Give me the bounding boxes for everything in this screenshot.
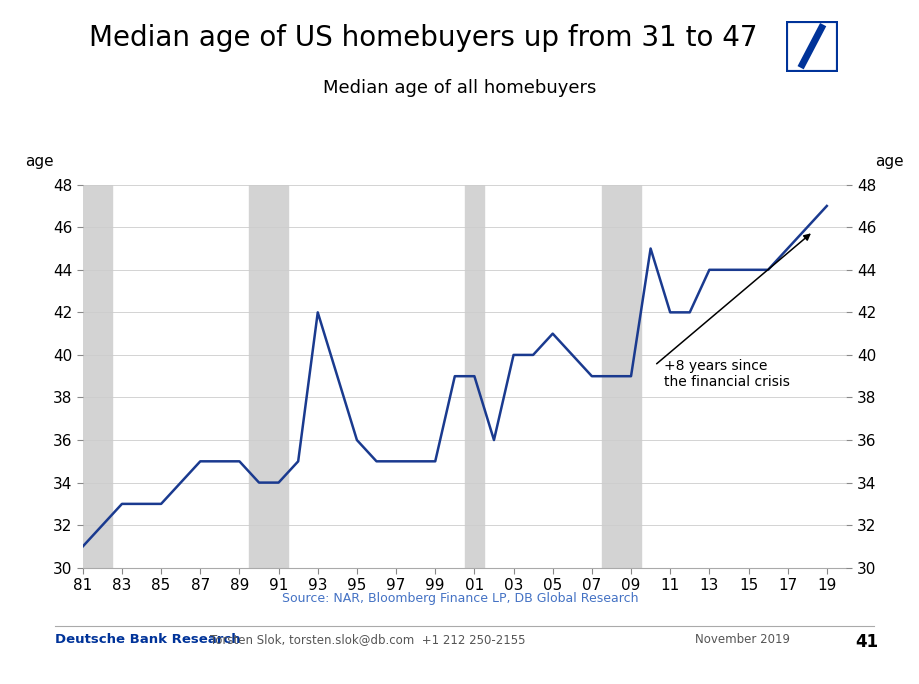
Text: age: age (874, 155, 902, 170)
Text: age: age (26, 155, 54, 170)
Text: Source: NAR, Bloomberg Finance LP, DB Global Research: Source: NAR, Bloomberg Finance LP, DB Gl… (281, 592, 638, 605)
Bar (464, 185, 483, 568)
Text: +8 years since
the financial crisis: +8 years since the financial crisis (664, 359, 789, 389)
Bar (249, 185, 288, 568)
FancyBboxPatch shape (786, 21, 836, 72)
Text: Deutsche Bank Research: Deutsche Bank Research (55, 633, 241, 646)
Text: Median age of all homebuyers: Median age of all homebuyers (323, 79, 596, 96)
Text: November 2019: November 2019 (694, 633, 789, 646)
Text: Median age of US homebuyers up from 31 to 47: Median age of US homebuyers up from 31 t… (89, 24, 756, 52)
Text: 41: 41 (855, 633, 878, 650)
Text: Torsten Slok, torsten.slok@db.com  +1 212 250-2155: Torsten Slok, torsten.slok@db.com +1 212… (210, 633, 525, 646)
Bar (601, 185, 641, 568)
Bar (73, 185, 112, 568)
